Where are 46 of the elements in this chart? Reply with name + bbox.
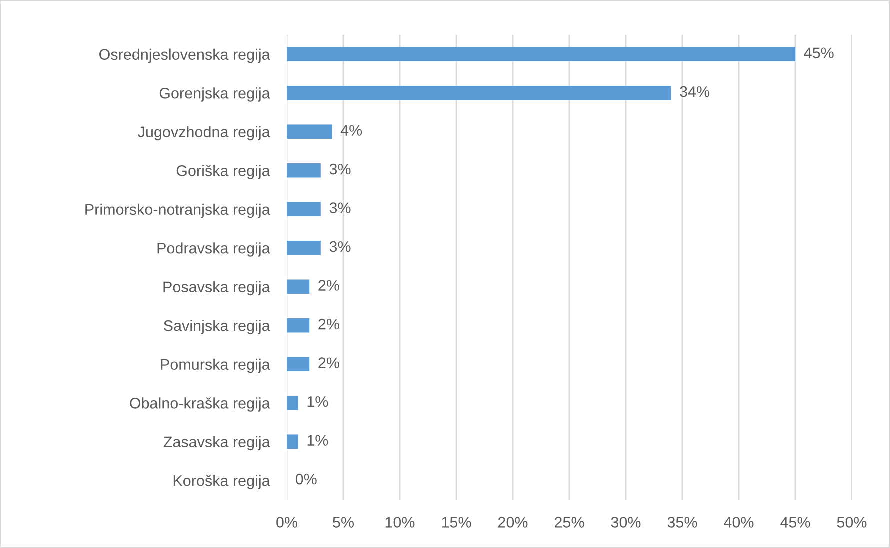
bar [287, 47, 796, 62]
data-label: 3% [330, 241, 351, 252]
data-label: 2% [318, 318, 340, 330]
data-label: 34% [680, 86, 710, 98]
bar [287, 202, 321, 217]
bar [287, 280, 310, 294]
y-tick-label: Posavska regija [164, 281, 270, 296]
data-label: 0% [296, 474, 317, 485]
data-label: 3% [330, 164, 351, 175]
y-tick-label: Osrednjeslovenska regija [100, 48, 270, 64]
bar [287, 163, 321, 178]
x-tick-label: 25% [554, 517, 584, 528]
bar [287, 318, 310, 333]
y-tick-label: Pomurska regija [161, 358, 270, 374]
y-tick-label: Goriška regija [176, 165, 270, 180]
x-tick-label: 40% [724, 517, 754, 528]
x-tick-label: 0% [276, 517, 298, 528]
data-label: 3% [330, 202, 351, 214]
data-label: 1% [308, 435, 328, 446]
y-tick-label: Obalno-kraška regija [130, 398, 270, 412]
data-label: 4% [340, 125, 362, 136]
y-tick-label: Zasavska regija [164, 436, 270, 451]
x-tick-label: 5% [333, 517, 354, 528]
y-tick-label: Podravska regija [158, 242, 270, 257]
y-tick-label: Jugovzhodna regija [138, 126, 270, 141]
data-label: 2% [318, 358, 340, 368]
x-tick-label: 15% [442, 517, 472, 528]
y-tick-label: Koroška regija [174, 475, 270, 490]
data-label: 2% [318, 280, 340, 291]
x-tick-label: 20% [498, 517, 528, 528]
bar [287, 434, 298, 450]
y-tick-label: Gorenjska regija [160, 88, 270, 102]
bar [287, 357, 310, 372]
bar [287, 124, 332, 140]
bar [287, 240, 321, 256]
x-tick-label: 50% [837, 517, 867, 528]
data-label: 1% [308, 396, 328, 408]
x-tick-label: 45% [780, 517, 810, 528]
x-tick-label: 30% [611, 517, 641, 528]
bar [287, 396, 298, 410]
x-tick-label: 10% [386, 517, 415, 528]
y-tick-label: Savinjska regija [164, 320, 270, 334]
x-tick-label: 35% [668, 517, 698, 528]
bar [287, 86, 672, 100]
y-tick-label: Primorsko-notranjska regija [86, 204, 270, 218]
data-label: 45% [804, 48, 834, 58]
